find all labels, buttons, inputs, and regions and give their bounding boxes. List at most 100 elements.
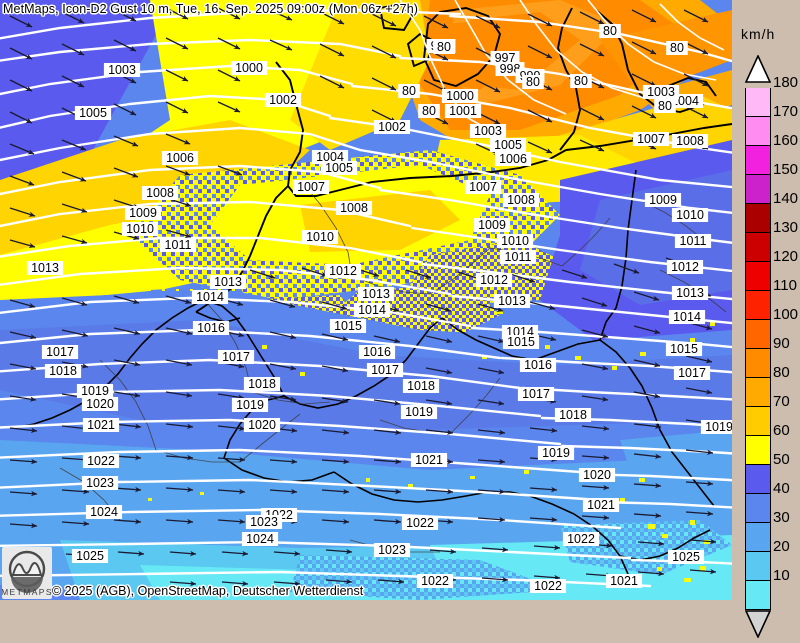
isobar-label-bg	[674, 234, 712, 248]
isobar-label: 1015	[334, 319, 362, 333]
isobar-label-bg	[490, 51, 520, 65]
isobar-label: 1013	[498, 294, 526, 308]
isobar-label-bg	[141, 186, 179, 200]
isobar-label: 1013	[214, 275, 242, 289]
isotach-label: 80	[603, 24, 617, 38]
isobar-label: 1009	[478, 218, 506, 232]
isobar-label: 1017	[678, 366, 706, 380]
isobar-label-bg	[159, 238, 197, 252]
isobar-label-bg	[668, 310, 706, 324]
isobar-label-bg	[373, 543, 411, 557]
isobar-label: 1019	[705, 420, 732, 434]
isobar-label-bg	[700, 420, 732, 434]
isobar-label: 1010	[501, 234, 529, 248]
isobar-label: 998	[500, 62, 521, 76]
isobar-label: 1020	[248, 418, 276, 432]
colorbar-swatch-20[interactable]	[745, 552, 771, 581]
isobar-label-bg	[519, 358, 557, 372]
isotach-label: 80	[402, 84, 416, 98]
isobar-label: 1003	[647, 85, 675, 99]
isobar-label: 1019	[236, 398, 264, 412]
isobar-label-bg	[673, 366, 711, 380]
isobar-label: 1010	[306, 230, 334, 244]
isobar-label: 1000	[235, 61, 263, 75]
isotach-label: 80	[658, 99, 672, 113]
colorbar-swatch-160[interactable]	[745, 146, 771, 175]
isobar-label: 1018	[248, 377, 276, 391]
colorbar-swatch-40[interactable]	[745, 494, 771, 523]
isobar-label: 1021	[87, 418, 115, 432]
isobar-label-bg	[81, 397, 119, 411]
isobar-label-bg	[82, 418, 120, 432]
isobar-label-bg	[264, 93, 302, 107]
colorbar-swatch-80[interactable]	[745, 378, 771, 407]
colorbar-swatch-50[interactable]	[745, 465, 771, 494]
isobar-label-bg	[230, 61, 268, 75]
colorbar-swatch-30[interactable]	[745, 523, 771, 552]
isobar-label-bg	[671, 208, 709, 222]
isobar-label-bg	[353, 303, 391, 317]
isotach-label: 80	[437, 40, 451, 54]
colorbar-swatch-120[interactable]	[745, 262, 771, 291]
isobar-label-bg	[191, 290, 229, 304]
isobar-label: 1012	[480, 273, 508, 287]
legend-unit-label: km/h	[741, 26, 776, 42]
colorbar-tick-40: 40	[773, 480, 790, 497]
isobar-label: 1010	[676, 208, 704, 222]
isobar-label: 1013	[676, 286, 704, 300]
colorbar-swatch-90[interactable]	[745, 349, 771, 378]
isobar-label: 1004	[316, 150, 344, 164]
colorbar-swatch-170[interactable]	[745, 117, 771, 146]
isobar-label: 1019	[81, 384, 109, 398]
isobar-label: 1021	[415, 453, 443, 467]
colorbar-swatch-70[interactable]	[745, 407, 771, 436]
isobar-label-bg	[410, 453, 448, 467]
colorbar-tick-170: 170	[773, 103, 799, 120]
isobar-label: 1017	[522, 387, 550, 401]
map-attribution: © 2025 (AGB), OpenStreetMap, Deutscher W…	[52, 584, 364, 598]
colorbar-tick-90: 90	[773, 335, 790, 352]
isobar-label-bg	[74, 106, 112, 120]
isobar-label: 1022	[421, 574, 449, 588]
isobar-label-bg	[81, 476, 119, 490]
isobar-label: 1017	[222, 350, 250, 364]
colorbar-swatch-100[interactable]	[745, 320, 771, 349]
isobar-label-bg	[320, 161, 358, 175]
isobar-label-bg	[605, 574, 643, 588]
isobar-label-bg	[402, 379, 440, 393]
isobar-label-bg	[311, 150, 349, 164]
colorbar-tick-140: 140	[773, 190, 799, 207]
colorbar-swatch-10[interactable]	[745, 581, 771, 610]
colorbar-tick-50: 50	[773, 451, 790, 468]
isobar-label-bg	[665, 342, 703, 356]
weather-map-canvas[interactable]: 1003100010051002996997998999100010011002…	[0, 0, 732, 600]
isobar-label-bg	[671, 134, 709, 148]
isobar-label-bg	[642, 85, 680, 99]
isobar-label: 1021	[587, 498, 615, 512]
isobar-label: 1009	[129, 206, 157, 220]
isobar-label: 1025	[76, 549, 104, 563]
isobar-label-bg	[192, 321, 230, 335]
colorbar-tick-160: 160	[773, 132, 799, 149]
colorbar-swatch-60[interactable]	[745, 436, 771, 465]
isobar-label: 1023	[250, 515, 278, 529]
colorbar-swatch-180[interactable]	[745, 88, 771, 117]
isobar-label: 1000	[446, 89, 474, 103]
isobar-label-bg	[475, 273, 513, 287]
colorbar[interactable]	[744, 54, 772, 643]
colorbar-tick-70: 70	[773, 393, 790, 410]
colorbar-swatch-130[interactable]	[745, 233, 771, 262]
colorbar-swatch-110[interactable]	[745, 291, 771, 320]
colorbar-swatch-150[interactable]	[745, 175, 771, 204]
isobar-label-bg	[666, 260, 704, 274]
isobar-label-bg	[357, 287, 395, 301]
isobar-label: 1005	[325, 161, 353, 175]
isobar-label: 1005	[79, 106, 107, 120]
isobar-label-bg	[441, 89, 479, 103]
isotach-label-bg	[418, 104, 440, 118]
isotach-label: 80	[526, 75, 540, 89]
colorbar-swatch-140[interactable]	[745, 204, 771, 233]
national-borders	[13, 169, 715, 575]
isobar-label: 1007	[637, 132, 665, 146]
